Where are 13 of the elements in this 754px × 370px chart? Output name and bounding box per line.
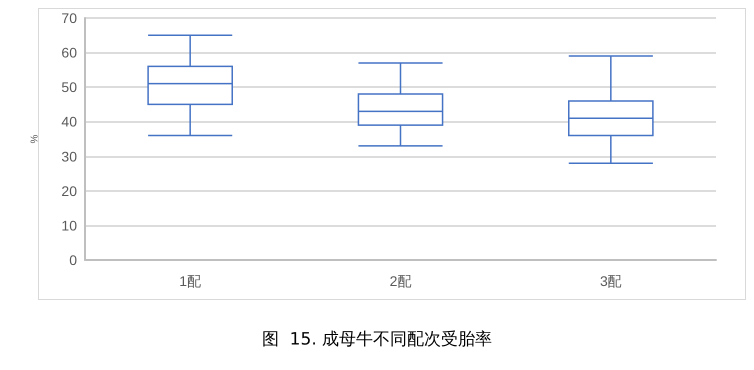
x-tick-label: 3配 <box>600 273 622 289</box>
y-axis-title: % <box>30 134 40 144</box>
text: 图 15. 成母牛不同配次受胎率 <box>262 330 492 350</box>
y-tick-label: 0 <box>69 252 78 268</box>
y-tick-label: 40 <box>61 114 78 130</box>
x-tick-label: 1配 <box>179 273 202 289</box>
y-tick-label: 60 <box>61 44 78 61</box>
y-tick-label: 20 <box>61 182 78 199</box>
y-tick-label: 50 <box>61 79 78 96</box>
y-tick-label: 70 <box>61 10 78 26</box>
y-tick-label: 30 <box>61 148 78 164</box>
x-tick-label: 2配 <box>390 273 412 289</box>
y-tick-label: 10 <box>61 217 78 234</box>
